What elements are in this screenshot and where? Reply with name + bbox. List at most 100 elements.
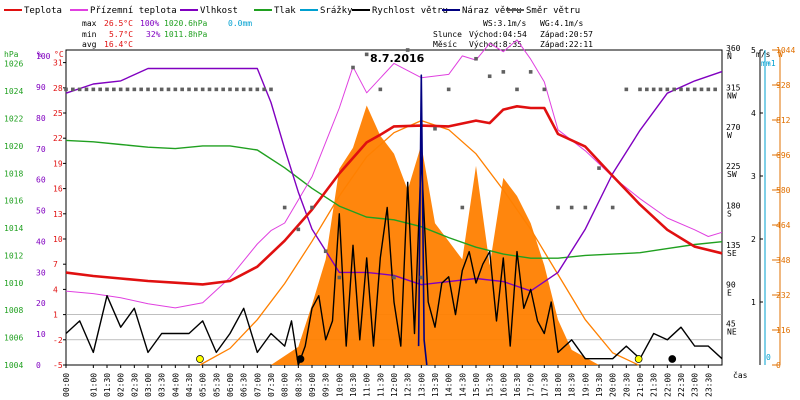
stats-max-temp: 26.5°C	[104, 19, 133, 28]
wind-direction-point	[610, 205, 615, 210]
wind-direction-point	[166, 87, 171, 92]
legend-swatch-teplota	[4, 9, 22, 11]
tick-ms: 4	[751, 109, 756, 118]
stats-min-label: min	[82, 30, 97, 39]
wind-direction-point	[64, 87, 68, 92]
legend-tlak: Tlak	[274, 6, 296, 16]
tick-pct: 60	[36, 176, 46, 185]
wind-direction-point	[460, 205, 465, 210]
tick-x: 12:00	[390, 373, 399, 397]
tick-hpa: 1016	[4, 197, 23, 206]
tick-hpa: 1012	[4, 251, 23, 260]
tick-hpa: 1020	[4, 142, 23, 151]
tick-pct: 20	[36, 299, 46, 308]
wind-direction-point	[419, 275, 424, 280]
tick-w: 116	[776, 326, 791, 335]
tick-x: 12:30	[404, 373, 413, 397]
legend: Teplota Přízemní teplota Vlhkost Tlak Sr…	[4, 6, 580, 16]
tick-w: 696	[776, 151, 791, 160]
tick-x: 03:00	[144, 373, 153, 397]
tick-x: 21:00	[636, 373, 645, 397]
wind-direction-point	[405, 48, 410, 52]
legend-smer-vetru: Směr větru	[526, 6, 580, 16]
info-moonrise: Východ:8:35	[469, 40, 522, 49]
tick-x: 10:30	[349, 373, 358, 397]
tick-x: 10:00	[335, 373, 344, 397]
info-wg: WG:4.1m/s	[540, 19, 584, 28]
tick-pct: 30	[36, 268, 46, 277]
wind-direction-point	[194, 87, 198, 92]
wind-direction-point	[597, 166, 601, 170]
wind-direction-point	[713, 87, 717, 92]
tick-pct: 100	[36, 52, 51, 61]
wind-direction-point	[310, 205, 314, 210]
tick-x: 13:30	[431, 373, 440, 397]
tick-x: 02:00	[117, 373, 126, 397]
unit-cas: čas	[733, 370, 748, 380]
tick-x: 09:00	[308, 373, 317, 397]
wind-direction-point	[569, 205, 574, 210]
wind-direction-point	[262, 87, 266, 92]
tick-x: 14:30	[458, 373, 467, 397]
tick-dir-deg: 135	[726, 241, 741, 250]
wind-direction-point	[692, 87, 697, 92]
unit-hpa: hPa	[4, 50, 19, 59]
sunrise-marker	[196, 355, 204, 363]
tick-c: 19	[53, 159, 63, 168]
tick-hpa: 1022	[4, 114, 23, 123]
tick-x: 02:30	[130, 373, 139, 397]
tick-dir-name: SW	[727, 170, 737, 179]
wind-direction-point	[173, 87, 178, 92]
wind-direction-point	[187, 87, 191, 92]
tick-dir-name: SE	[727, 249, 737, 258]
series-tlak	[65, 139, 723, 259]
wind-direction-point	[515, 87, 519, 92]
tick-x: 05:00	[199, 373, 208, 397]
info-block: WS:3.1m/s WG:4.1m/s Slunce Východ:04:54 …	[433, 19, 593, 49]
tick-x: 11:00	[363, 373, 372, 397]
legend-swatch-tlak	[254, 9, 272, 11]
tick-x: 07:00	[253, 373, 262, 397]
wind-direction-point	[528, 70, 533, 74]
tick-dir-name: W	[727, 131, 732, 140]
tick-x: 19:30	[595, 373, 604, 397]
axis-ticks: 1026102410221020101810161014101210101008…	[4, 44, 795, 370]
tick-dir-name: E	[727, 288, 732, 297]
legend-prizemni-teplota: Přízemní teplota	[90, 6, 177, 16]
tick-hpa: 1010	[4, 279, 23, 288]
tick-ms: 3	[751, 172, 756, 181]
wind-direction-point	[132, 87, 137, 92]
tick-c: 16	[53, 185, 63, 194]
tick-hpa: 1014	[4, 224, 23, 233]
stats-max-label: max	[82, 19, 97, 28]
stats-min-temp: 5.7°C	[109, 30, 133, 39]
tick-x: 06:30	[240, 373, 249, 397]
wind-direction-point	[235, 87, 239, 92]
tick-w: 464	[776, 221, 791, 230]
info-moonset: Západ:22:11	[540, 40, 593, 49]
tick-w: 812	[776, 116, 791, 125]
tick-x: 15:30	[486, 373, 495, 397]
wind-direction-point	[228, 87, 232, 92]
tick-pct: 40	[36, 237, 46, 246]
sunset-marker	[634, 355, 643, 363]
wind-direction-point	[583, 205, 588, 210]
tick-c: 31	[53, 59, 63, 68]
tick-x: 11:30	[376, 373, 385, 397]
legend-swatch-smer	[506, 9, 524, 11]
legend-swatch-prizemni	[70, 9, 88, 11]
wind-direction-point	[378, 87, 383, 92]
stats-max-rain: 0.0mm	[228, 19, 252, 28]
tick-x: 18:00	[554, 373, 563, 397]
tick-hpa: 1006	[4, 334, 23, 343]
solar-measured-area	[271, 105, 599, 365]
tick-ms: 1	[751, 298, 756, 307]
wind-direction-point	[105, 87, 109, 92]
legend-naraz-vetru: Náraz větru	[462, 6, 522, 16]
tick-x: 13:00	[417, 373, 426, 397]
tick-pct: 80	[36, 114, 46, 123]
series-naraz-vetru	[417, 74, 428, 366]
tick-c: -2	[53, 336, 63, 345]
wind-direction-point	[638, 87, 642, 92]
